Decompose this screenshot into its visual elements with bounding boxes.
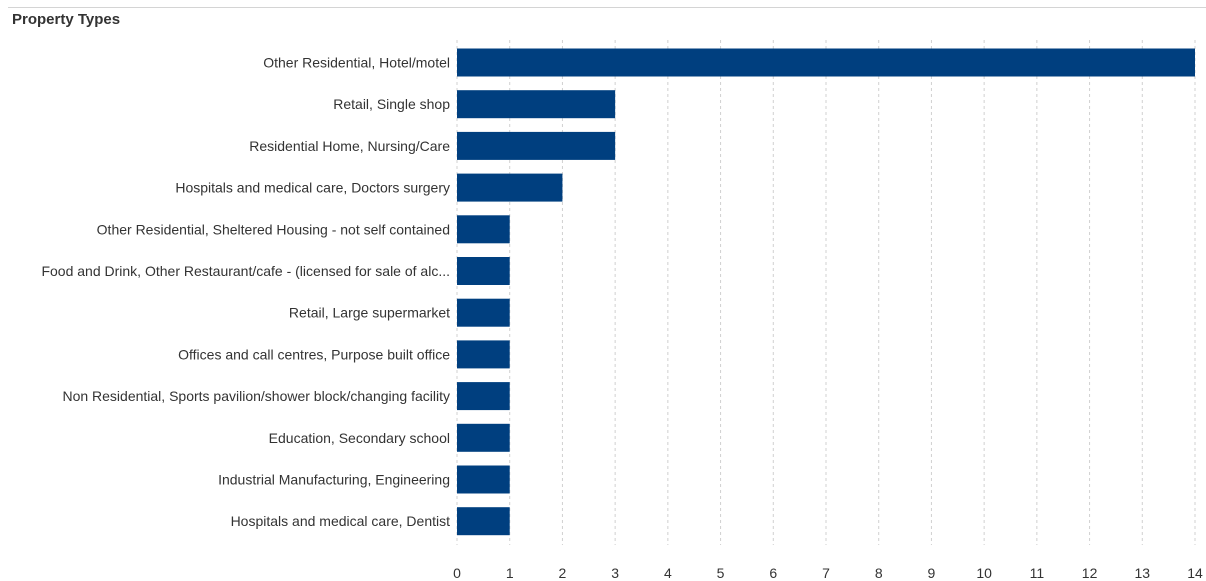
bar[interactable] <box>457 257 510 285</box>
chart-title: Property Types <box>12 11 121 28</box>
category-label: Education, Secondary school <box>269 430 450 446</box>
category-label: Other Residential, Sheltered Housing - n… <box>97 221 450 237</box>
x-tick-label: 5 <box>717 565 725 581</box>
x-tick-label: 2 <box>559 565 567 581</box>
grid-lines <box>456 40 1196 545</box>
x-tick-label: 12 <box>1082 565 1098 581</box>
x-tick-label: 11 <box>1030 565 1045 581</box>
x-tick-label: 13 <box>1134 565 1150 581</box>
category-label: Non Residential, Sports pavilion/shower … <box>62 388 450 404</box>
bar[interactable] <box>457 298 510 327</box>
x-tick-label: 10 <box>976 565 992 581</box>
bar[interactable] <box>457 465 510 494</box>
x-tick-label: 0 <box>453 565 461 581</box>
bar[interactable] <box>457 173 563 202</box>
category-label: Retail, Single shop <box>333 96 450 112</box>
category-label: Retail, Large supermarket <box>289 305 450 321</box>
x-tick-label: 1 <box>506 565 514 581</box>
bar[interactable] <box>457 382 510 411</box>
category-label: Other Residential, Hotel/motel <box>263 55 450 71</box>
category-label: Hospitals and medical care, Doctors surg… <box>175 180 450 196</box>
x-tick-label: 7 <box>822 565 830 581</box>
bar[interactable] <box>457 215 510 244</box>
category-label: Residential Home, Nursing/Care <box>249 138 450 154</box>
bar[interactable] <box>457 90 616 119</box>
x-tick-label: 14 <box>1187 565 1203 581</box>
bars <box>457 48 1195 536</box>
x-tick-label: 3 <box>611 565 619 581</box>
x-tick-label: 4 <box>664 565 672 581</box>
bar[interactable] <box>457 340 510 369</box>
bar[interactable] <box>457 131 616 160</box>
x-axis-ticks: 0 1 2 3 4 5 6 7 8 9 10 11 12 13 14 <box>453 565 1203 581</box>
category-labels: Other Residential, Hotel/motel Retail, Si… <box>41 55 450 530</box>
category-label: Hospitals and medical care, Dentist <box>231 513 451 529</box>
bar[interactable] <box>457 423 510 452</box>
bar[interactable] <box>457 48 1195 77</box>
x-tick-label: 6 <box>769 565 777 581</box>
x-tick-label: 8 <box>875 565 883 581</box>
category-label: Industrial Manufacturing, Engineering <box>218 472 450 488</box>
category-label: Offices and call centres, Purpose built … <box>178 346 450 362</box>
x-tick-label: 9 <box>928 565 936 581</box>
top-divider <box>8 7 1206 8</box>
category-label: Food and Drink, Other Restaurant/cafe - … <box>41 263 450 279</box>
bar[interactable] <box>457 507 510 536</box>
